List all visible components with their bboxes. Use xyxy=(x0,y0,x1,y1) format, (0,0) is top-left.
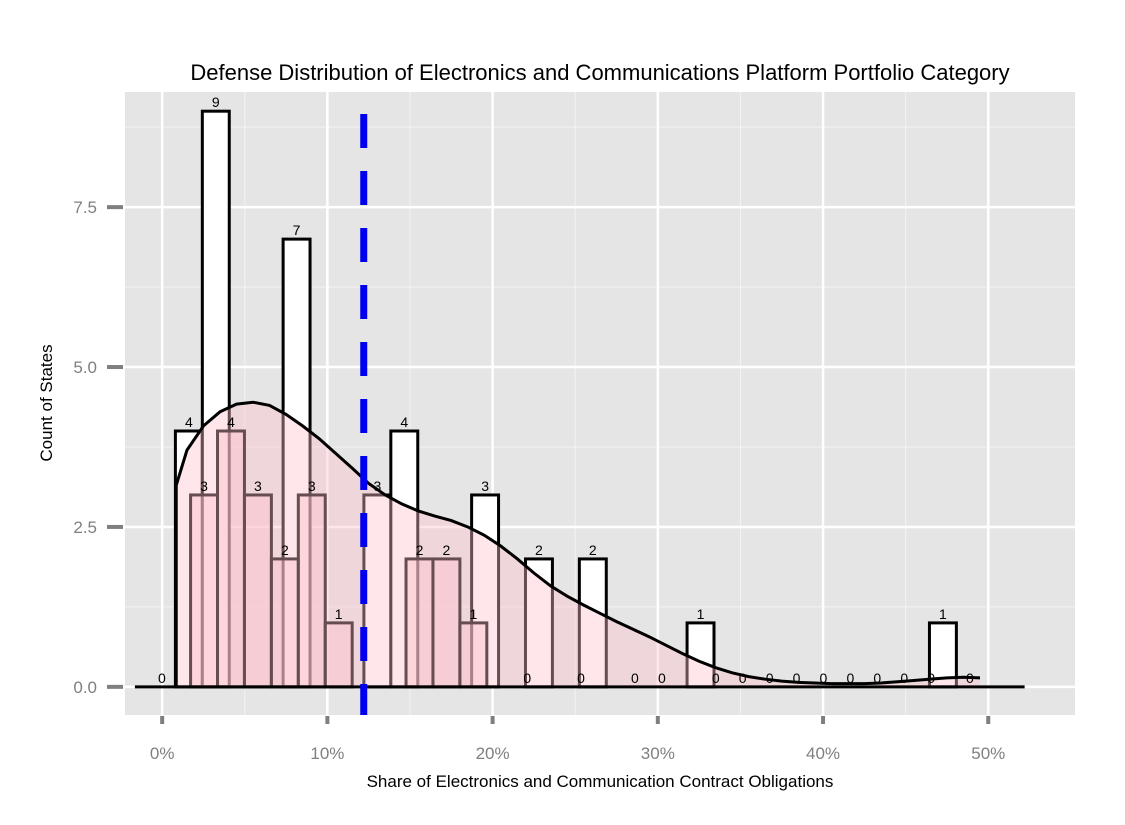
bar-count-label: 0 xyxy=(873,670,881,686)
y-axis-title: Count of States xyxy=(37,344,56,461)
bar-count-label: 2 xyxy=(281,542,289,558)
histogram-bar-overlay xyxy=(242,493,273,689)
y-tick-label: 0.0 xyxy=(73,678,97,697)
bar-count-label: 1 xyxy=(469,606,477,622)
bar-count-label: 0 xyxy=(820,670,828,686)
bar-count-label: 2 xyxy=(589,542,597,558)
x-tick-label: 0% xyxy=(150,744,175,763)
histogram-bar-overlay xyxy=(323,621,354,689)
bar-count-label: 7 xyxy=(293,222,301,238)
histogram-bars-secondary xyxy=(189,429,489,689)
bar-count-label: 4 xyxy=(227,414,235,430)
x-tick-label: 50% xyxy=(971,744,1005,763)
density-line xyxy=(174,400,981,686)
bar-count-label: 9 xyxy=(212,94,220,110)
bar-count-label: 0 xyxy=(658,670,666,686)
chart-title: Defense Distribution of Electronics and … xyxy=(190,60,1009,85)
bar-count-label: 0 xyxy=(793,670,801,686)
y-axis: 0.0 2.5 5.0 7.5 xyxy=(73,198,123,697)
bar-count-label: 1 xyxy=(939,606,947,622)
bar-count-label: 2 xyxy=(535,542,543,558)
density-area xyxy=(176,402,980,687)
histogram-bar xyxy=(927,621,958,689)
x-tick-label: 20% xyxy=(476,744,510,763)
bar-count-label: 1 xyxy=(697,606,705,622)
bar-count-label: 0 xyxy=(712,670,720,686)
bar-count-label: 0 xyxy=(158,670,166,686)
histogram-bars-primary xyxy=(173,109,958,689)
bar-count-label: 0 xyxy=(927,670,935,686)
bar-count-labels: 0 4 9 7 3 4 3 2 2 1 1 0 3 4 3 2 3 1 2 2 1 0 0 0 0 0 0 0 0 0 0 0 0 0 xyxy=(158,94,974,686)
bar-count-label: 0 xyxy=(631,670,639,686)
y-tick-label: 7.5 xyxy=(73,198,97,217)
bar-count-label: 0 xyxy=(577,670,585,686)
x-axis-title: Share of Electronics and Communication C… xyxy=(367,772,834,791)
bar-count-label: 3 xyxy=(254,478,262,494)
bar-count-label: 4 xyxy=(185,414,193,430)
histogram-bar xyxy=(470,493,501,689)
x-tick-label: 10% xyxy=(310,744,344,763)
density-curve xyxy=(134,400,1025,689)
x-tick-label: 30% xyxy=(641,744,675,763)
bar-count-label: 3 xyxy=(481,478,489,494)
y-tick-label: 5.0 xyxy=(73,358,97,377)
x-tick-label: 40% xyxy=(806,744,840,763)
bar-count-label: 3 xyxy=(200,478,208,494)
bar-count-label: 1 xyxy=(335,606,343,622)
bar-count-label: 2 xyxy=(443,542,451,558)
bar-count-label: 0 xyxy=(846,670,854,686)
histogram-bar-overlay xyxy=(296,493,327,689)
bar-count-label: 0 xyxy=(523,670,531,686)
bar-count-label: 0 xyxy=(966,670,974,686)
bar-count-label: 2 xyxy=(416,542,424,558)
bar-count-label: 4 xyxy=(400,414,408,430)
bar-count-label: 3 xyxy=(373,478,381,494)
y-tick-label: 2.5 xyxy=(73,518,97,537)
bar-count-label: 0 xyxy=(900,670,908,686)
bar-count-label: 0 xyxy=(739,670,747,686)
bar-count-label: 3 xyxy=(308,478,316,494)
bar-count-label: 0 xyxy=(766,670,774,686)
x-axis: 0% 10% 20% 30% 40% 50% xyxy=(150,716,1005,763)
